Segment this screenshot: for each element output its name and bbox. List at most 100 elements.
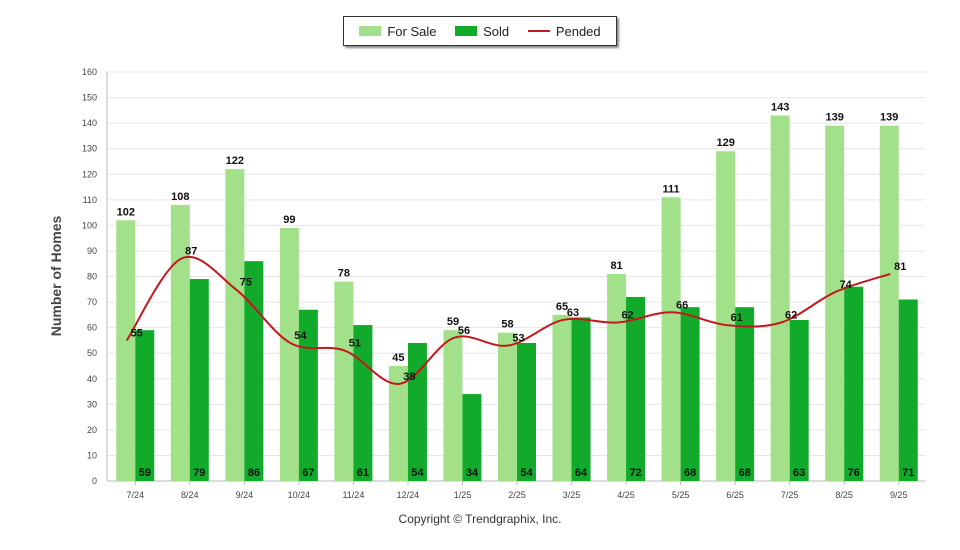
data-label-for-sale: 129: [716, 137, 734, 149]
y-tick-label: 50: [87, 348, 97, 358]
bar-sold: [189, 279, 209, 481]
data-label-pended: 62: [785, 310, 797, 322]
data-label-for-sale: 58: [501, 319, 513, 331]
bar-sold: [789, 319, 809, 481]
bar-for-sale: [716, 151, 736, 481]
legend-label-for-sale: For Sale: [387, 23, 437, 39]
data-label-pended: 55: [131, 327, 143, 339]
legend-label-sold: Sold: [483, 23, 510, 39]
x-tick-label: 11/24: [342, 490, 364, 500]
x-tick-label: 9/25: [890, 490, 908, 500]
bar-sold: [735, 307, 755, 481]
x-tick-label: 3/25: [563, 490, 581, 500]
bar-for-sale: [334, 281, 354, 481]
bar-sold: [407, 342, 427, 481]
bar-for-sale: [116, 220, 136, 481]
bar-for-sale: [443, 330, 463, 481]
data-label-sold: 76: [848, 467, 860, 479]
x-tick-label: 9/24: [236, 490, 254, 500]
data-label-for-sale: 122: [226, 155, 244, 167]
bar-for-sale: [607, 273, 627, 481]
bar-for-sale: [170, 204, 190, 482]
y-tick-label: 0: [92, 476, 97, 486]
copyright-text: Copyright © Trendgraphix, Inc.: [398, 512, 562, 526]
legend-item-pended[interactable]: Pended: [527, 23, 601, 39]
y-tick-label: 140: [82, 118, 97, 128]
bar-for-sale: [388, 365, 408, 481]
x-tick-label: 6/25: [726, 490, 744, 500]
legend-swatch-for-sale: [359, 26, 382, 36]
data-label-pended: 81: [894, 261, 906, 273]
data-label-sold: 67: [302, 467, 314, 479]
data-label-pended: 74: [840, 279, 853, 291]
data-label-pended: 62: [621, 310, 633, 322]
data-label-pended: 66: [676, 299, 688, 311]
data-label-pended: 56: [458, 325, 470, 337]
x-tick-label: 7/25: [781, 490, 799, 500]
bar-for-sale: [279, 227, 299, 481]
legend-swatch-pended: [527, 30, 550, 32]
bar-for-sale: [552, 314, 572, 481]
data-label-sold: 54: [520, 467, 533, 479]
pended-line: [125, 255, 891, 385]
data-label-pended: 87: [185, 246, 197, 258]
data-label-sold: 86: [248, 467, 260, 479]
bar-sold: [517, 342, 536, 481]
y-tick-label: 70: [87, 297, 97, 307]
legend: For Sale Sold Pended: [343, 16, 617, 46]
x-tick-label: 12/24: [397, 490, 420, 500]
pended-line-path: [125, 255, 891, 385]
data-label-pended: 54: [294, 330, 307, 342]
data-label-sold: 71: [902, 467, 914, 479]
data-label-sold: 68: [684, 467, 696, 479]
bar-for-sale: [661, 197, 681, 481]
data-label-pended: 51: [349, 338, 361, 350]
legend-label-pended: Pended: [555, 23, 601, 39]
x-tick-label: 1/25: [454, 490, 472, 500]
y-tick-label: 160: [82, 67, 97, 77]
data-label-for-sale: 102: [117, 206, 135, 218]
bar-sold: [244, 261, 264, 481]
y-tick-label: 10: [87, 450, 97, 460]
data-label-sold: 59: [139, 467, 151, 479]
data-labels: 102 59 108 79 122 86 99 67 78 61 45 54 59 34 58 54 65 64 8…: [117, 101, 915, 479]
data-label-for-sale: 59: [447, 316, 459, 328]
y-tick-label: 80: [87, 272, 97, 282]
legend-item-for-sale[interactable]: For Sale: [359, 24, 436, 39]
data-label-for-sale: 139: [880, 112, 898, 124]
y-tick-label: 130: [82, 144, 97, 154]
y-tick-label: 40: [87, 374, 97, 384]
bar-for-sale: [879, 125, 899, 482]
bar-sold: [571, 317, 591, 481]
bar-sold: [680, 307, 700, 481]
data-label-pended: 38: [403, 371, 415, 383]
data-label-sold: 34: [466, 467, 479, 479]
data-label-sold: 72: [629, 467, 641, 479]
data-label-for-sale: 45: [392, 352, 404, 364]
data-label-sold: 68: [739, 467, 751, 479]
legend-swatch-sold: [455, 26, 478, 36]
bar-for-sale: [225, 169, 245, 481]
data-label-pended: 75: [240, 276, 252, 288]
y-tick-label: 90: [87, 246, 97, 256]
data-label-for-sale: 139: [826, 112, 844, 124]
bar-sold: [298, 309, 318, 481]
data-label-pended: 53: [512, 333, 524, 345]
legend-item-sold[interactable]: Sold: [455, 24, 509, 39]
data-label-for-sale: 81: [610, 260, 622, 272]
y-tick-label: 20: [87, 425, 97, 435]
x-tick-label: 4/25: [617, 490, 635, 500]
data-label-for-sale: 143: [771, 101, 789, 113]
y-tick-label: 120: [82, 169, 97, 179]
y-tick-label: 110: [83, 195, 97, 205]
y-tick-label: 100: [82, 220, 97, 230]
data-label-sold: 64: [575, 467, 588, 479]
data-label-sold: 61: [357, 467, 369, 479]
bar-sold: [626, 296, 646, 481]
data-label-for-sale: 78: [338, 268, 350, 280]
bar-for-sale: [770, 115, 790, 482]
data-label-pended: 63: [567, 307, 579, 319]
y-tick-label: 60: [87, 323, 97, 333]
bar-sold: [462, 394, 482, 481]
